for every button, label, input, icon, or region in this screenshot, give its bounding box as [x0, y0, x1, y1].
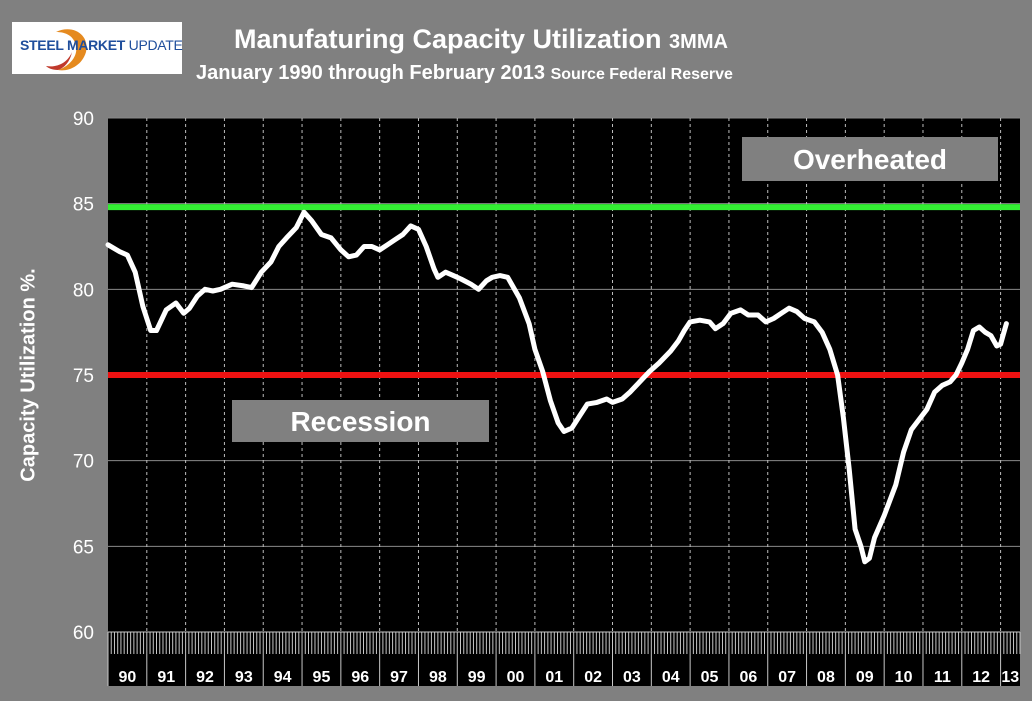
zone-label-box	[742, 137, 998, 181]
x-tick-label: 98	[429, 669, 447, 686]
x-tick-label: 90	[119, 669, 137, 686]
series-line	[105, 209, 1009, 565]
x-tick-label: 91	[157, 669, 175, 686]
x-tick-label: 96	[351, 669, 369, 686]
y-tick-label: 60	[73, 623, 94, 644]
x-tick-label: 00	[507, 669, 525, 686]
y-tick-label: 75	[73, 366, 94, 387]
y-tick-label: 80	[73, 280, 94, 301]
x-tick-label: 07	[778, 669, 796, 686]
x-tick-label: 92	[196, 669, 214, 686]
x-tick-label: 95	[313, 669, 331, 686]
x-tick-label: 97	[390, 669, 408, 686]
x-tick-label: 01	[545, 669, 563, 686]
x-tick-label: 05	[701, 669, 719, 686]
x-tick-label: 02	[584, 669, 602, 686]
zone-label: Overheated	[793, 144, 947, 175]
x-tick-label: 93	[235, 669, 253, 686]
x-tick-label: 11	[934, 669, 951, 686]
x-tick-label: 08	[817, 669, 835, 686]
y-tick-label: 65	[73, 537, 94, 558]
chart-subtitle: January 1990 through February 2013 Sourc…	[196, 62, 733, 84]
logo-text: STEEL MARKET UPDATE	[20, 37, 183, 53]
y-tick-label: 85	[73, 195, 94, 216]
x-tick-label: 10	[895, 669, 913, 686]
x-tick-label: 04	[662, 669, 680, 686]
chart-title: Manufaturing Capacity Utilization 3MMA	[234, 24, 728, 54]
x-tick-label: 99	[468, 669, 486, 686]
x-tick-label: 09	[856, 669, 874, 686]
y-tick-label: 70	[73, 452, 94, 473]
x-tick-label: 13	[1001, 669, 1019, 686]
y-tick-label: 90	[73, 109, 94, 130]
x-tick-label: 06	[739, 669, 757, 686]
x-tick-label: 12	[972, 669, 990, 686]
x-tick-label: 03	[623, 669, 641, 686]
x-tick-label: 94	[274, 669, 292, 686]
logo-swoosh-icon	[46, 29, 87, 71]
zone-label-box	[232, 400, 489, 442]
logo: STEEL MARKET UPDATE	[12, 22, 183, 74]
zone-label: Recession	[290, 406, 430, 437]
